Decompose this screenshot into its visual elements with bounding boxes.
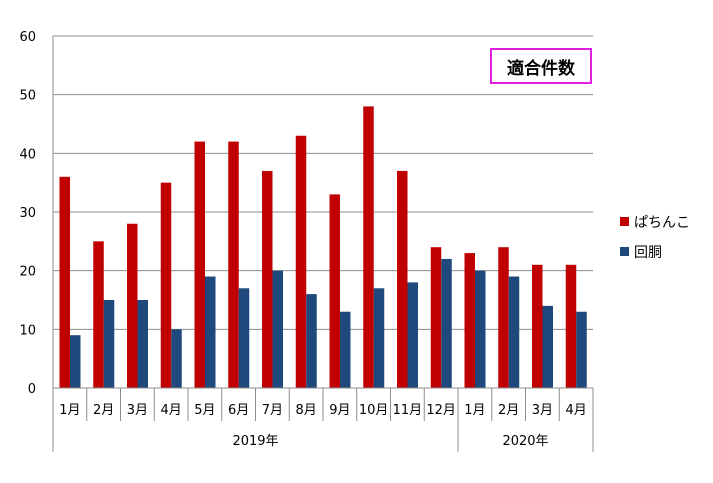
bar — [238, 288, 250, 388]
x-tick-label: 2月 — [93, 403, 114, 418]
y-tick-label: 0 — [28, 382, 36, 397]
x-tick-label: 8月 — [295, 403, 316, 418]
legend-label: ぱちんこ — [634, 215, 690, 231]
x-tick-label: 1月 — [59, 403, 80, 418]
bar — [171, 329, 182, 388]
bar — [127, 223, 138, 388]
bar — [565, 264, 577, 388]
y-tick-label: 30 — [19, 206, 36, 221]
y-tick-label: 20 — [19, 265, 36, 280]
x-tick-label: 10月 — [359, 403, 389, 418]
bar — [441, 258, 452, 388]
bar — [103, 300, 115, 388]
y-tick-label: 50 — [19, 89, 36, 104]
bar — [205, 276, 216, 388]
x-tick-label: 9月 — [329, 403, 350, 418]
bar — [329, 194, 340, 388]
bar — [464, 253, 475, 388]
x-tick-label: 4月 — [565, 403, 586, 418]
x-tick-label: 11月 — [393, 403, 423, 418]
bar — [228, 141, 239, 388]
bar — [542, 305, 553, 388]
bar — [59, 176, 70, 388]
x-tick-label: 6月 — [228, 403, 249, 418]
bar — [306, 294, 317, 388]
bar — [160, 182, 172, 388]
bars — [59, 106, 587, 389]
bar — [363, 106, 374, 389]
group-label: 2020年 — [502, 434, 548, 449]
legend-label: 回胴 — [634, 245, 662, 261]
bar — [475, 270, 486, 388]
x-tick-label: 1月 — [464, 403, 485, 418]
chart-annotation-box: 適合件数 — [490, 48, 592, 84]
legend-swatch — [620, 217, 629, 226]
bar — [397, 170, 408, 388]
x-axis-labels: 1月 2月 3月 4月 5月 6月 7月 8月 9月 10月 11月 12月 1月 2月 3月 4月 2019年… — [59, 388, 594, 452]
x-tick-label: 2月 — [498, 403, 519, 418]
bar — [430, 247, 442, 388]
x-tick-label: 7月 — [262, 403, 283, 418]
bar — [272, 270, 283, 388]
legend-swatch — [620, 247, 629, 256]
bar — [93, 241, 104, 388]
y-tick-label: 10 — [19, 323, 36, 338]
y-tick-label: 60 — [19, 30, 36, 45]
x-tick-label: 3月 — [532, 403, 553, 418]
bar — [498, 247, 509, 388]
bar — [576, 311, 587, 388]
bar — [407, 282, 418, 388]
x-tick-label: 3月 — [127, 403, 148, 418]
group-label: 2019年 — [232, 434, 278, 449]
bar — [508, 276, 520, 388]
y-tick-label: 40 — [19, 147, 36, 162]
y-axis-ticks: 0 10 20 30 40 50 60 — [19, 30, 36, 397]
bar — [70, 335, 81, 388]
x-tick-label: 12月 — [426, 403, 456, 418]
x-tick-label: 5月 — [194, 403, 215, 418]
bar — [194, 141, 205, 388]
bar — [137, 300, 148, 388]
bar — [373, 288, 385, 388]
bar — [340, 311, 351, 388]
bar — [295, 135, 307, 388]
chart-annotation: 適合件数 — [507, 58, 575, 79]
bar — [532, 264, 543, 388]
x-tick-label: 4月 — [160, 403, 181, 418]
bar — [262, 170, 273, 388]
